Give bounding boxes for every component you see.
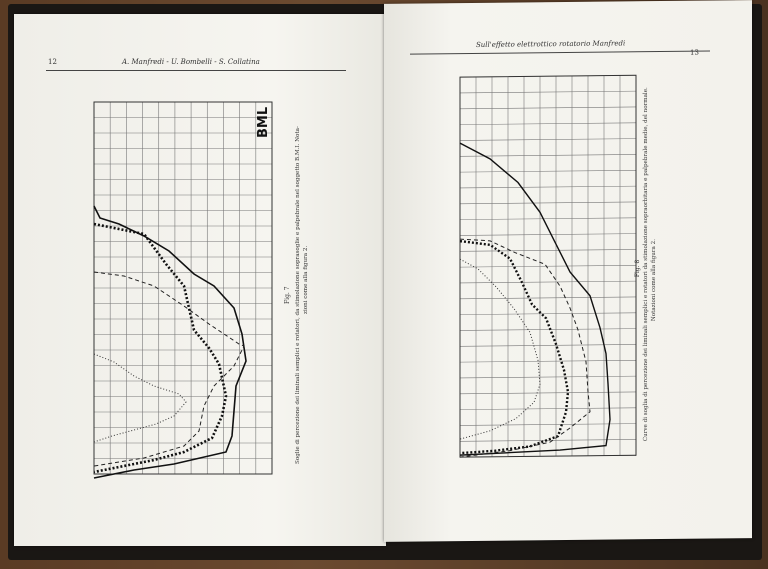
right-gridline-h xyxy=(460,106,636,110)
right-figure-label: Fig. 8 xyxy=(634,259,641,278)
left-caption-line2: zioni come alla figura 2. xyxy=(303,245,309,314)
right-gridline-h xyxy=(460,344,636,347)
left-curve-dotted-bold xyxy=(93,222,228,474)
bml-stamp: BML xyxy=(256,106,271,138)
right-gridline-h xyxy=(460,423,636,426)
right-gridline-h xyxy=(460,328,636,331)
right-gridline-h xyxy=(460,138,636,141)
right-gridline-h xyxy=(460,296,636,300)
left-page-number: 12 xyxy=(48,58,57,66)
right-gridline-h xyxy=(460,280,636,284)
left-grid xyxy=(93,101,273,475)
right-curve-dotted-thin xyxy=(459,258,541,440)
right-running-head: Sull'effetto elettrottico rotatorio Manf… xyxy=(476,39,626,49)
right-gridline-h xyxy=(460,122,636,125)
right-header-rule xyxy=(410,50,710,55)
right-gridline-h xyxy=(460,217,636,220)
right-curve-solid xyxy=(459,142,611,456)
right-gridline-h xyxy=(460,233,636,236)
right-caption-line2: Notazioni come alla figura 2. xyxy=(651,238,657,322)
left-caption-line1: Soglie di percezione dei liminali sempli… xyxy=(295,126,301,464)
right-gridline-h xyxy=(460,407,636,410)
right-curve-dashed xyxy=(459,238,591,458)
left-header-rule xyxy=(46,70,346,71)
right-curve-dotted-bold xyxy=(459,239,570,455)
right-gridline-h xyxy=(460,439,636,442)
right-graph xyxy=(459,74,637,458)
right-page: Sull'effetto elettrottico rotatorio Manf… xyxy=(384,0,752,542)
right-frame xyxy=(459,74,637,458)
right-gridline-h xyxy=(460,169,636,173)
right-gridline-h xyxy=(460,249,636,252)
right-gridline-h xyxy=(460,391,636,395)
right-gridline-h xyxy=(460,90,636,94)
right-caption-line1: Curve di soglia di percezione dei limina… xyxy=(643,87,649,442)
right-gridline-h xyxy=(460,154,636,157)
right-gridline-h xyxy=(460,201,636,205)
right-gridline-h xyxy=(460,359,636,363)
left-page: 12 A. Manfredi - U. Bombelli - S. Collat… xyxy=(14,14,386,546)
left-curve-dotted-thin xyxy=(93,353,187,443)
left-graph xyxy=(93,101,273,479)
right-gridline-h xyxy=(460,375,636,379)
right-gridline-h xyxy=(460,185,636,189)
left-running-head: A. Manfredi - U. Bombelli - S. Collatina xyxy=(122,58,260,66)
left-frame xyxy=(93,101,273,475)
left-curve-dashed xyxy=(93,271,245,467)
right-grid xyxy=(459,74,637,458)
left-figure-label: Fig. 7 xyxy=(284,286,291,304)
right-gridline-h xyxy=(460,312,636,315)
left-curve-solid xyxy=(93,205,247,479)
right-gridline-h xyxy=(460,264,636,268)
